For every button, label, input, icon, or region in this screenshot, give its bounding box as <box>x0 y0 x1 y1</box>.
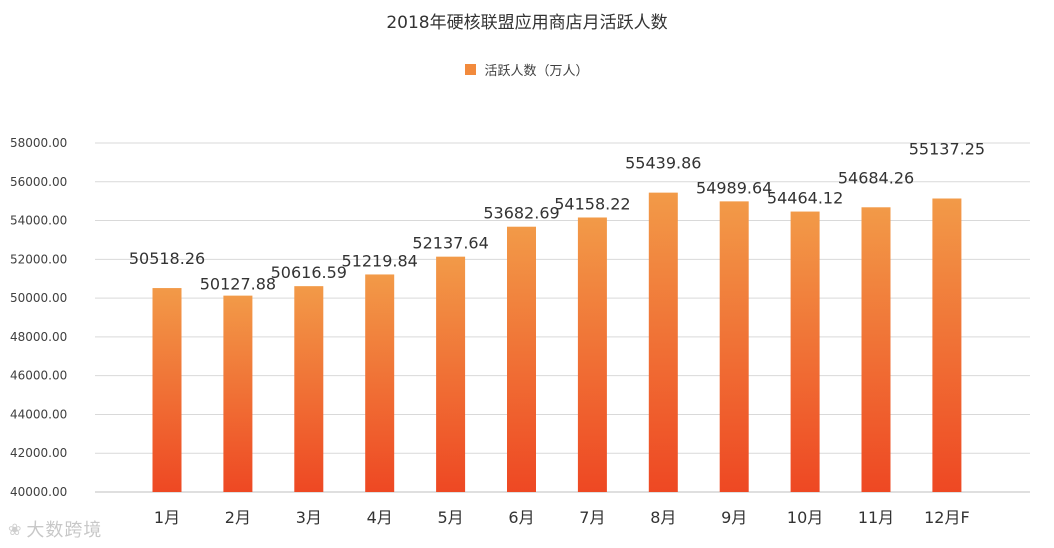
y-tick-label: 54000.00 <box>10 214 67 228</box>
x-tick-label: 12月F <box>924 508 970 527</box>
y-tick-label: 58000.00 <box>10 136 67 150</box>
bar <box>577 217 607 492</box>
x-tick-label: 8月 <box>650 508 676 527</box>
data-label: 53682.69 <box>483 204 559 223</box>
data-label: 50616.59 <box>271 263 347 282</box>
bar <box>152 288 182 492</box>
bar <box>294 286 324 492</box>
x-tick-label: 1月 <box>154 508 180 527</box>
legend-swatch <box>465 64 477 75</box>
bar <box>790 211 820 493</box>
watermark-text: 大数跨境 <box>26 520 103 541</box>
bar <box>507 226 536 493</box>
x-axis-ticks: 1月 2月 3月 4月 5月 6月 7月 8月 9月 10月 11月 12月F <box>154 508 970 527</box>
data-label: 54684.26 <box>838 168 914 187</box>
data-labels: 50518.26 50127.8850616.5951219.8452137.64… <box>129 140 985 294</box>
data-label: 55439.86 <box>625 154 701 173</box>
y-tick-label: 42000.00 <box>10 446 67 460</box>
bar <box>932 198 962 492</box>
bar <box>436 256 466 492</box>
x-tick-label: 11月 <box>858 508 894 527</box>
watermark: ❀ 大数跨境 <box>8 516 102 542</box>
bar <box>365 274 395 492</box>
chat-bubble-icon: ❀ <box>8 519 23 539</box>
x-tick-label: 5月 <box>438 508 464 527</box>
x-tick-label: 7月 <box>579 508 605 527</box>
y-tick-label: 52000.00 <box>10 252 67 266</box>
x-tick-label: 3月 <box>296 508 322 527</box>
y-tick-label: 44000.00 <box>10 407 67 421</box>
x-tick-label: 4月 <box>367 508 393 527</box>
chart-title: 2018年硬核联盟应用商店月活跃人数 <box>386 13 668 33</box>
data-label: 54464.12 <box>767 189 843 208</box>
y-tick-label: 46000.00 <box>10 369 67 383</box>
data-label: 54989.64 <box>696 178 772 197</box>
y-tick-label: 56000.00 <box>10 175 67 189</box>
bar <box>861 207 891 492</box>
x-tick-label: 2月 <box>225 508 251 527</box>
legend-label: 活跃人数（万人） <box>484 64 589 79</box>
bar <box>223 295 253 492</box>
bars <box>152 192 962 493</box>
x-tick-label: 10月 <box>787 508 823 527</box>
data-label: 55137.25 <box>909 140 985 159</box>
bar <box>719 201 749 492</box>
legend: 活跃人数（万人） <box>0 60 1054 79</box>
data-label: 51219.84 <box>342 251 418 270</box>
data-label: 54158.22 <box>554 194 630 213</box>
y-axis-ticks: 40000.00 42000.00 44000.00 46000.00 48000.00… <box>10 136 67 499</box>
y-tick-label: 40000.00 <box>10 485 67 499</box>
data-label: 50518.26 <box>129 249 205 268</box>
data-label: 50127.88 <box>200 275 276 294</box>
y-tick-label: 48000.00 <box>10 330 67 344</box>
x-tick-label: 6月 <box>508 508 534 527</box>
x-tick-label: 9月 <box>721 508 747 527</box>
bar <box>648 192 678 492</box>
y-tick-label: 50000.00 <box>10 291 67 305</box>
data-label: 52137.64 <box>412 234 488 253</box>
